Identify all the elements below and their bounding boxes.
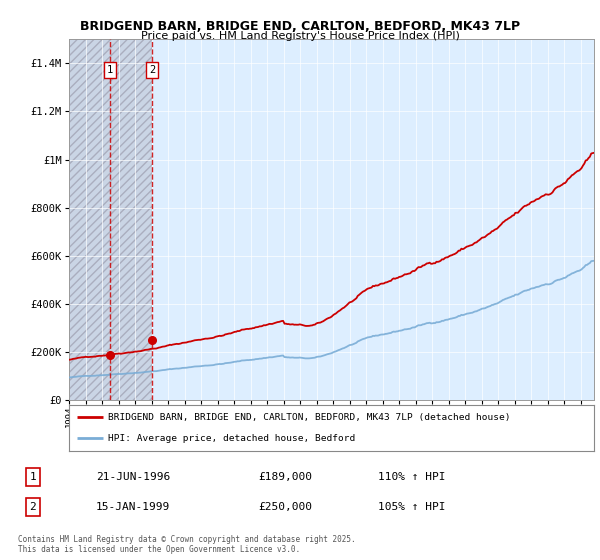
Text: 21-JUN-1996: 21-JUN-1996 (96, 472, 170, 482)
Text: 2: 2 (29, 502, 37, 512)
Text: Price paid vs. HM Land Registry's House Price Index (HPI): Price paid vs. HM Land Registry's House … (140, 31, 460, 41)
Text: 15-JAN-1999: 15-JAN-1999 (96, 502, 170, 512)
Bar (69, 39, 152, 400)
Text: 110% ↑ HPI: 110% ↑ HPI (378, 472, 445, 482)
Text: 1: 1 (29, 472, 37, 482)
Text: 1: 1 (107, 65, 113, 75)
Text: BRIDGEND BARN, BRIDGE END, CARLTON, BEDFORD, MK43 7LP: BRIDGEND BARN, BRIDGE END, CARLTON, BEDF… (80, 20, 520, 32)
Text: BRIDGEND BARN, BRIDGE END, CARLTON, BEDFORD, MK43 7LP (detached house): BRIDGEND BARN, BRIDGE END, CARLTON, BEDF… (109, 413, 511, 422)
Text: £189,000: £189,000 (258, 472, 312, 482)
Text: 2: 2 (149, 65, 155, 75)
Text: 105% ↑ HPI: 105% ↑ HPI (378, 502, 445, 512)
Text: Contains HM Land Registry data © Crown copyright and database right 2025.
This d: Contains HM Land Registry data © Crown c… (18, 535, 356, 554)
Text: HPI: Average price, detached house, Bedford: HPI: Average price, detached house, Bedf… (109, 434, 356, 443)
Text: £250,000: £250,000 (258, 502, 312, 512)
